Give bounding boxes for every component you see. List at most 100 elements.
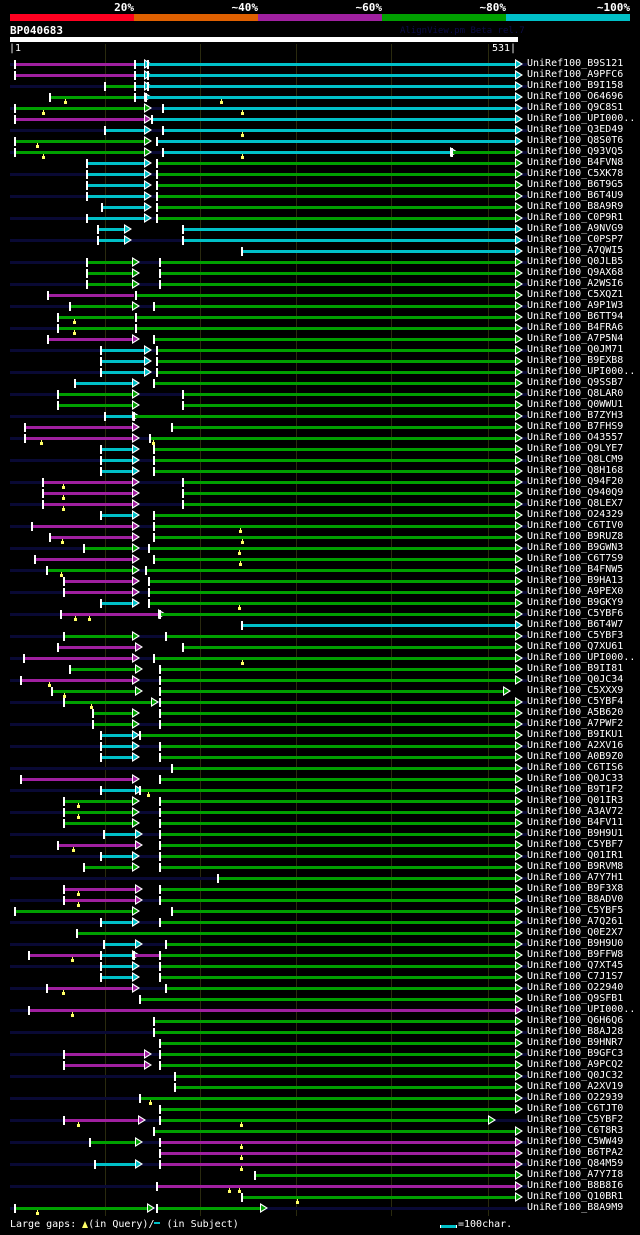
subject-label[interactable]: UniRef100_A7Y7I8 xyxy=(527,1169,624,1180)
subject-label[interactable]: UniRef100_C0P9R1 xyxy=(527,212,624,223)
subject-label[interactable]: UniRef100_Q940Q9 xyxy=(527,487,624,498)
subject-label[interactable]: UniRef100_B9IKU1 xyxy=(527,729,624,740)
subject-label[interactable]: UniRef100_A9P1W3 xyxy=(527,300,624,311)
subject-label[interactable]: UniRef100_B6T4W7 xyxy=(527,619,624,630)
subject-label[interactable]: UniRef100_O64696 xyxy=(527,91,624,102)
subject-label[interactable]: UniRef100_Q84M59 xyxy=(527,1158,624,1169)
subject-label[interactable]: UniRef100_B9S121 xyxy=(527,58,624,69)
subject-label[interactable]: UniRef100_A2XV16 xyxy=(527,740,624,751)
subject-label[interactable]: UniRef100_Q8LAR0 xyxy=(527,388,624,399)
subject-label[interactable]: UniRef100_A7P5N4 xyxy=(527,333,624,344)
subject-label[interactable]: UniRef100_A9PCQ2 xyxy=(527,1059,624,1070)
subject-label[interactable]: UniRef100_A2XV19 xyxy=(527,1081,624,1092)
subject-label[interactable]: UniRef100_B9H9U1 xyxy=(527,828,624,839)
subject-label[interactable]: UniRef100_B9F3X8 xyxy=(527,883,624,894)
subject-label[interactable]: UniRef100_Q10BR1 xyxy=(527,1191,624,1202)
subject-label[interactable]: UniRef100_C6T7S9 xyxy=(527,553,624,564)
subject-label[interactable]: UniRef100_B7ZYH3 xyxy=(527,410,624,421)
subject-label[interactable]: UniRef100_B8ADV0 xyxy=(527,894,624,905)
subject-label[interactable]: UniRef100_C5YBF3 xyxy=(527,630,624,641)
subject-label[interactable]: UniRef100_Q93VQ5 xyxy=(527,146,624,157)
subject-label[interactable]: UniRef100_Q94F20 xyxy=(527,476,624,487)
subject-label[interactable]: UniRef100_Q8H168 xyxy=(527,465,624,476)
subject-label[interactable]: UniRef100_Q8LEX7 xyxy=(527,498,624,509)
subject-label[interactable]: UniRef100_Q0JC32 xyxy=(527,1070,624,1081)
subject-label[interactable]: UniRef100_Q01IR1 xyxy=(527,850,624,861)
subject-label[interactable]: UniRef100_C5YBF7 xyxy=(527,839,624,850)
subject-label[interactable]: UniRef100_B6TT94 xyxy=(527,311,624,322)
subject-label[interactable]: UniRef100_B9FFW8 xyxy=(527,949,624,960)
subject-label[interactable]: UniRef100_B6T4U9 xyxy=(527,190,624,201)
subject-label[interactable]: UniRef100_C6T8R3 xyxy=(527,1125,624,1136)
subject-label[interactable]: UniRef100_B4FNW5 xyxy=(527,564,624,575)
subject-label[interactable]: UniRef100_UPI000.. xyxy=(527,1004,636,1015)
subject-label[interactable]: UniRef100_B4FRA6 xyxy=(527,322,624,333)
subject-label[interactable]: UniRef100_A0B9Z0 xyxy=(527,751,624,762)
subject-label[interactable]: UniRef100_B8B8I6 xyxy=(527,1180,624,1191)
subject-label[interactable]: UniRef100_C5XXX9 xyxy=(527,685,624,696)
subject-label[interactable]: UniRef100_C6TIS6 xyxy=(527,762,624,773)
subject-label[interactable]: UniRef100_Q8LCM9 xyxy=(527,454,624,465)
subject-label[interactable]: UniRef100_B9RVM8 xyxy=(527,861,624,872)
subject-label[interactable]: UniRef100_C5YBF6 xyxy=(527,608,624,619)
subject-label[interactable]: UniRef100_B9HA13 xyxy=(527,575,624,586)
subject-label[interactable]: UniRef100_C5YBF5 xyxy=(527,905,624,916)
subject-label[interactable]: UniRef100_Q9SFB1 xyxy=(527,993,624,1004)
subject-label[interactable]: UniRef100_A7PWF2 xyxy=(527,718,624,729)
subject-label[interactable]: UniRef100_Q9SSB7 xyxy=(527,377,624,388)
subject-label[interactable]: UniRef100_Q0E2X7 xyxy=(527,927,624,938)
subject-label[interactable]: UniRef100_Q0JLB5 xyxy=(527,256,624,267)
subject-label[interactable]: UniRef100_UPI000.. xyxy=(527,113,636,124)
subject-label[interactable]: UniRef100_B6T9G5 xyxy=(527,179,624,190)
subject-label[interactable]: UniRef100_B9HNR7 xyxy=(527,1037,624,1048)
subject-label[interactable]: UniRef100_Q01IR3 xyxy=(527,795,624,806)
subject-label[interactable]: UniRef100_B7FHS9 xyxy=(527,421,624,432)
subject-label[interactable]: UniRef100_C7J1S7 xyxy=(527,971,624,982)
subject-label[interactable]: UniRef100_B6TPA2 xyxy=(527,1147,624,1158)
subject-label[interactable]: UniRef100_O22940 xyxy=(527,982,624,993)
subject-label[interactable]: UniRef100_Q7XU61 xyxy=(527,641,624,652)
subject-label[interactable]: UniRef100_C5WW49 xyxy=(527,1136,624,1147)
subject-label[interactable]: UniRef100_Q9C8S1 xyxy=(527,102,624,113)
subject-label[interactable]: UniRef100_A7Q261 xyxy=(527,916,624,927)
subject-label[interactable]: UniRef100_B8AJ28 xyxy=(527,1026,624,1037)
subject-label[interactable]: UniRef100_A9PFC6 xyxy=(527,69,624,80)
subject-label[interactable]: UniRef100_B9GWN3 xyxy=(527,542,624,553)
subject-label[interactable]: UniRef100_B4FVN8 xyxy=(527,157,624,168)
subject-label[interactable]: UniRef100_Q7XT45 xyxy=(527,960,624,971)
subject-label[interactable]: UniRef100_B8A9M9 xyxy=(527,1202,624,1213)
subject-label[interactable]: UniRef100_B9I158 xyxy=(527,80,624,91)
subject-label[interactable]: UniRef100_B9T1F2 xyxy=(527,784,624,795)
subject-label[interactable]: UniRef100_A9NVG9 xyxy=(527,223,624,234)
subject-label[interactable]: UniRef100_Q0JC33 xyxy=(527,773,624,784)
subject-label[interactable]: UniRef100_B9EXB8 xyxy=(527,355,624,366)
subject-label[interactable]: UniRef100_Q8S0T6 xyxy=(527,135,624,146)
subject-label[interactable]: UniRef100_C0PSP7 xyxy=(527,234,624,245)
subject-label[interactable]: UniRef100_A9PEX0 xyxy=(527,586,624,597)
subject-label[interactable]: UniRef100_A5B620 xyxy=(527,707,624,718)
subject-label[interactable]: UniRef100_C6TIV0 xyxy=(527,520,624,531)
subject-label[interactable]: UniRef100_B9GKY9 xyxy=(527,597,624,608)
subject-label[interactable]: UniRef100_Q0JM71 xyxy=(527,344,624,355)
subject-label[interactable]: UniRef100_Q3ED49 xyxy=(527,124,624,135)
subject-label[interactable]: UniRef100_Q9LYE7 xyxy=(527,443,624,454)
subject-label[interactable]: UniRef100_B9H9U0 xyxy=(527,938,624,949)
subject-label[interactable]: UniRef100_A7Y7H1 xyxy=(527,872,624,883)
subject-label[interactable]: UniRef100_Q0JC34 xyxy=(527,674,624,685)
subject-label[interactable]: UniRef100_C5YBF4 xyxy=(527,696,624,707)
subject-label[interactable]: UniRef100_C5YBF2 xyxy=(527,1114,624,1125)
subject-label[interactable]: UniRef100_O43557 xyxy=(527,432,624,443)
subject-label[interactable]: UniRef100_A7QWI5 xyxy=(527,245,624,256)
subject-label[interactable]: UniRef100_Q9AX68 xyxy=(527,267,624,278)
subject-label[interactable]: UniRef100_C6TJT0 xyxy=(527,1103,624,1114)
subject-label[interactable]: UniRef100_A2WSI6 xyxy=(527,278,624,289)
subject-label[interactable]: UniRef100_O24329 xyxy=(527,509,624,520)
subject-label[interactable]: UniRef100_B4FV11 xyxy=(527,817,624,828)
subject-label[interactable]: UniRef100_A3AV72 xyxy=(527,806,624,817)
subject-label[interactable]: UniRef100_B9GFC3 xyxy=(527,1048,624,1059)
subject-label[interactable]: UniRef100_Q0WWU1 xyxy=(527,399,624,410)
subject-label[interactable]: UniRef100_B9II81 xyxy=(527,663,624,674)
subject-label[interactable]: UniRef100_B8A9R9 xyxy=(527,201,624,212)
subject-label[interactable]: UniRef100_C5XK78 xyxy=(527,168,624,179)
subject-label[interactable]: UniRef100_B9RUZ8 xyxy=(527,531,624,542)
